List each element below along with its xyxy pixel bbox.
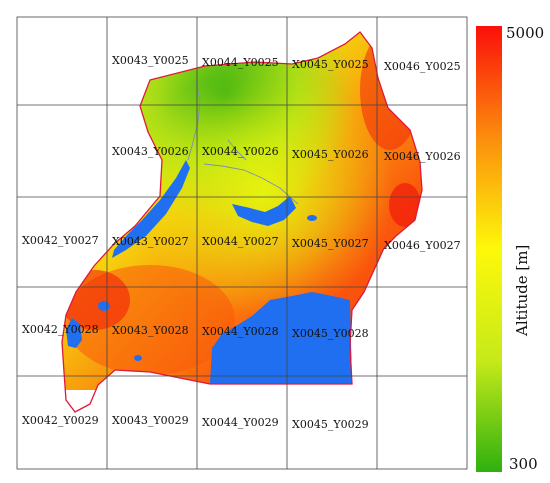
tile-label-x0044-y0028: X0044_Y0028 <box>202 325 279 338</box>
country-border <box>61 31 423 413</box>
colorbar-max-label: 5000 <box>506 24 544 42</box>
tile-label-x0044-y0025: X0044_Y0025 <box>202 56 279 69</box>
rivers <box>187 81 299 205</box>
tile-label-x0046-y0025: X0046_Y0025 <box>384 60 461 73</box>
colorbar-min-label: 300 <box>509 455 538 473</box>
tile-label-x0043-y0028: X0043_Y0028 <box>112 324 189 337</box>
lake-george <box>98 301 110 311</box>
tile-label-x0042-y0029: X0042_Y0029 <box>22 414 99 427</box>
tile-label-x0046-y0026: X0046_Y0026 <box>384 150 461 163</box>
colorbar-title: Altitude [m] <box>513 245 531 337</box>
tile-label-x0044-y0029: X0044_Y0029 <box>202 416 279 429</box>
colorbar: 5000 300 Altitude [m] <box>476 24 544 473</box>
tile-labels: X0043_Y0025 X0044_Y0025 X0045_Y0025 X004… <box>22 54 461 431</box>
tile-label-x0042-y0028: X0042_Y0028 <box>22 323 99 336</box>
tile-label-x0045-y0028: X0045_Y0028 <box>292 327 369 340</box>
tile-label-x0045-y0029: X0045_Y0029 <box>292 418 369 431</box>
tile-grid <box>16 16 468 470</box>
tile-label-x0042-y0027: X0042_Y0027 <box>22 234 99 247</box>
tile-label-x0045-y0025: X0045_Y0025 <box>292 58 369 71</box>
tile-label-x0045-y0026: X0045_Y0026 <box>292 148 369 161</box>
lake-albert <box>112 160 190 258</box>
tile-label-x0044-y0027: X0044_Y0027 <box>202 235 279 248</box>
tile-label-x0044-y0026: X0044_Y0026 <box>202 145 279 158</box>
tile-label-x0043-y0027: X0043_Y0027 <box>112 235 189 248</box>
tile-label-x0043-y0026: X0043_Y0026 <box>112 145 189 158</box>
water-bodies <box>66 160 352 384</box>
tile-label-x0046-y0027: X0046_Y0027 <box>384 239 461 252</box>
tile-label-x0043-y0025: X0043_Y0025 <box>112 54 189 67</box>
tile-label-x0045-y0027: X0045_Y0027 <box>292 237 369 250</box>
lake-edward <box>66 318 82 348</box>
tile-label-x0043-y0029: X0043_Y0029 <box>112 414 189 427</box>
lake-kyoga <box>232 196 296 226</box>
lake-victoria <box>210 292 352 384</box>
colorbar-ramp <box>476 26 502 472</box>
